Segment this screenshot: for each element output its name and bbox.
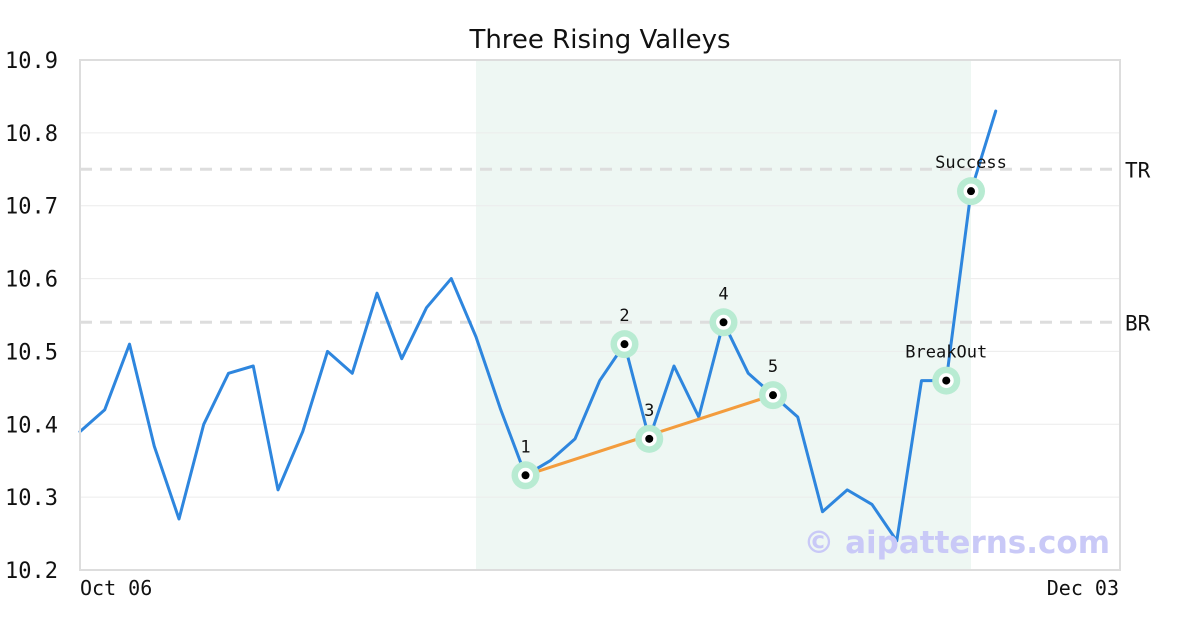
point-label: BreakOut [905, 343, 987, 363]
grid-layer [80, 132, 1120, 498]
y-tick-label: 10.9 [5, 49, 58, 74]
point-label: 5 [768, 357, 778, 377]
y-tick-label: 10.5 [5, 340, 58, 365]
levels-layer: TR BR [80, 158, 1151, 335]
y-tick-label: 10.6 [5, 268, 58, 293]
x-tick-label: Oct 06 [80, 576, 152, 600]
point-marker [942, 376, 951, 385]
points-layer: 1 2 3 4 5 BreakOut Success [511, 153, 1007, 490]
point-marker [620, 340, 629, 349]
x-tick-label: Dec 03 [1047, 576, 1119, 600]
point-label: 1 [520, 437, 530, 457]
point-label: 2 [619, 306, 629, 326]
chart-title: Three Rising Valleys [468, 25, 730, 55]
y-tick-label: 10.3 [5, 486, 58, 511]
point-marker [769, 391, 777, 400]
point-marker [719, 318, 728, 327]
watermark: © aipatterns.com [803, 525, 1110, 561]
point-marker [967, 187, 975, 196]
price-line [78, 109, 998, 543]
point-marker [521, 471, 530, 480]
y-tick-label: 10.2 [5, 559, 58, 584]
point-label: 4 [718, 284, 728, 304]
point-marker [645, 434, 654, 443]
point-label: Success [935, 153, 1007, 173]
plot-frame [79, 59, 1121, 571]
level-label: TR [1125, 158, 1151, 182]
y-tick-label: 10.8 [5, 122, 58, 147]
y-tick-label: 10.7 [5, 195, 58, 220]
axes-layer: 10.2 10.3 10.4 10.5 10.6 10.7 10.8 10.9 Oct 06 De… [5, 49, 1121, 600]
point-label: 3 [644, 401, 654, 421]
y-tick-label: 10.4 [5, 413, 58, 438]
level-label: BR [1125, 311, 1151, 335]
